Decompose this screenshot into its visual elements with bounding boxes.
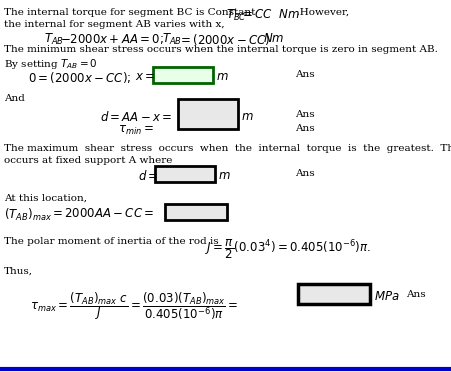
Text: $x=$: $x=$ xyxy=(135,70,155,83)
Text: By setting $T_{AB}=0$: By setting $T_{AB}=0$ xyxy=(4,57,97,71)
Text: Ans: Ans xyxy=(295,70,314,79)
Text: $= CC\ \ Nm$: $= CC\ \ Nm$ xyxy=(239,8,299,21)
Text: the internal for segment AB varies with x,: the internal for segment AB varies with … xyxy=(4,20,224,29)
Text: $d=$: $d=$ xyxy=(138,169,158,183)
Bar xyxy=(165,204,226,220)
Text: $Nm$: $Nm$ xyxy=(262,32,284,45)
Text: Ans: Ans xyxy=(295,169,314,178)
Text: $m$: $m$ xyxy=(217,169,230,182)
Text: $J=\dfrac{\pi}{2}(0.03^4)=0.405(10^{-6})\pi.$: $J=\dfrac{\pi}{2}(0.03^4)=0.405(10^{-6})… xyxy=(205,237,370,261)
Bar xyxy=(152,67,212,83)
Text: $0=(2000x-CC);$: $0=(2000x-CC);$ xyxy=(28,70,131,85)
Text: occurs at fixed support A where: occurs at fixed support A where xyxy=(4,156,172,165)
Text: $T_{AB}$: $T_{AB}$ xyxy=(161,32,182,47)
Text: Thus,: Thus, xyxy=(4,267,33,276)
Text: At this location,: At this location, xyxy=(4,194,87,203)
Text: The maximum  shear  stress  occurs  when  the  internal  torque  is  the  greate: The maximum shear stress occurs when the… xyxy=(4,144,451,153)
Text: $(T_{AB})_{max}$: $(T_{AB})_{max}$ xyxy=(4,207,52,223)
Text: The polar moment of inertia of the rod is: The polar moment of inertia of the rod i… xyxy=(4,237,218,246)
Text: $T_{AB}$: $T_{AB}$ xyxy=(44,32,64,47)
Text: $-2000x+AA=0;$: $-2000x+AA=0;$ xyxy=(60,32,163,46)
Text: $T_{BC}$: $T_{BC}$ xyxy=(226,8,246,23)
Text: $\tau_{max}=\dfrac{(T_{AB})_{max}\ c}{J}=\dfrac{(0.03)(T_{AB})_{max}}{0.405(10^{: $\tau_{max}=\dfrac{(T_{AB})_{max}\ c}{J}… xyxy=(30,290,238,322)
Text: The internal torque for segment BC is Constant: The internal torque for segment BC is Co… xyxy=(4,8,255,17)
Text: $\tau_{min}=$: $\tau_{min}=$ xyxy=(118,124,153,137)
Text: $m$: $m$ xyxy=(240,110,253,123)
Text: Ans: Ans xyxy=(295,110,314,119)
Text: .However,: .However, xyxy=(290,8,348,17)
Bar xyxy=(297,284,369,304)
Bar xyxy=(178,99,238,129)
Text: Ans: Ans xyxy=(405,290,425,299)
Text: $d=AA-x=$: $d=AA-x=$ xyxy=(100,110,172,124)
Text: $=2000AA-CC=$: $=2000AA-CC=$ xyxy=(50,207,154,220)
Text: $m$: $m$ xyxy=(216,70,228,83)
Text: $MPa$: $MPa$ xyxy=(373,290,399,303)
Text: And: And xyxy=(4,94,25,103)
Text: Ans: Ans xyxy=(295,124,314,133)
Text: $=(2000x-CC)$: $=(2000x-CC)$ xyxy=(178,32,270,47)
Text: The minimum shear stress occurs when the internal torque is zero in segment AB.: The minimum shear stress occurs when the… xyxy=(4,45,437,54)
Bar xyxy=(155,166,215,182)
